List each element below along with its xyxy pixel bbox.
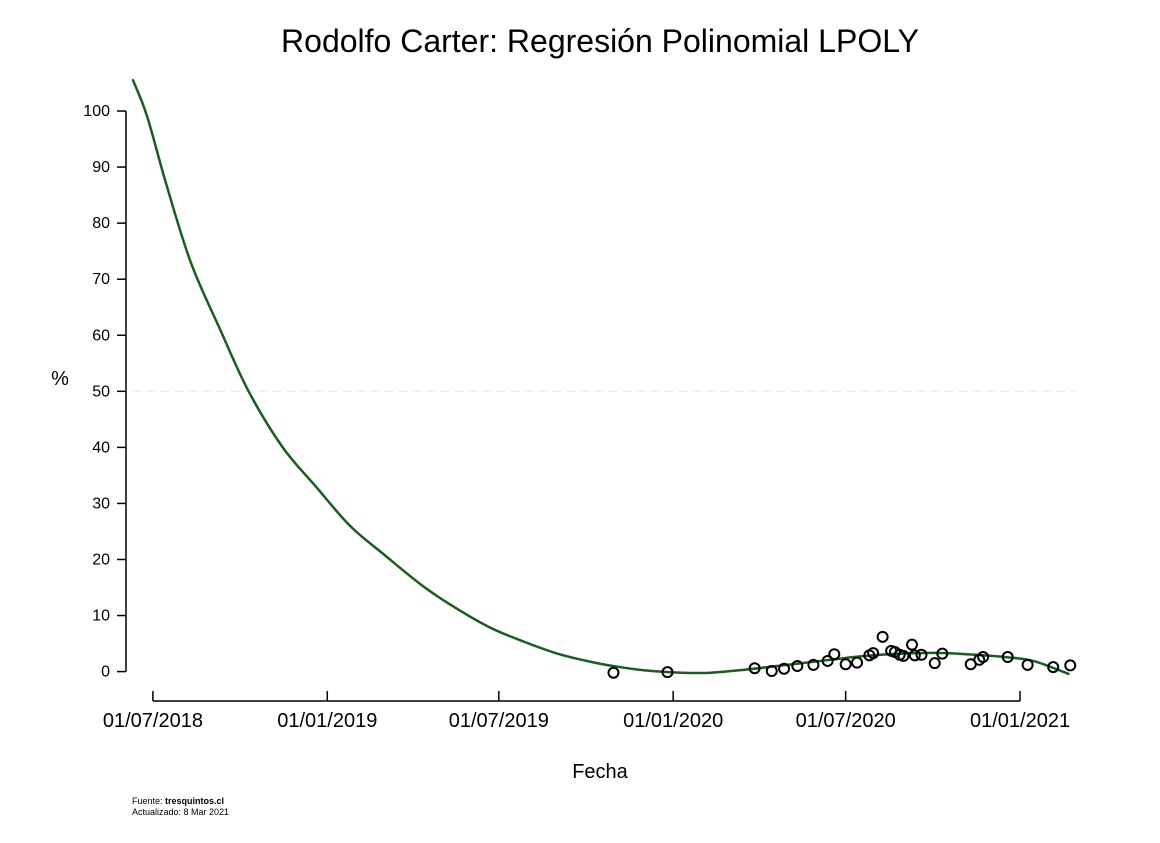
y-tick-label: 30 bbox=[92, 495, 110, 512]
data-point bbox=[821, 654, 834, 667]
x-axis-label: Fecha bbox=[572, 761, 628, 783]
data-point bbox=[897, 649, 910, 662]
data-point bbox=[977, 651, 990, 664]
data-point bbox=[876, 630, 889, 643]
x-tick-label: 01/07/2019 bbox=[449, 710, 549, 732]
x-tick-label: 01/01/2021 bbox=[970, 710, 1070, 732]
chart-title: Rodolfo Carter: Regresión Polinomial LPO… bbox=[281, 23, 919, 59]
y-axis: 0 10 20 30 40 50 60 70 80 90 100 bbox=[83, 103, 127, 681]
data-point bbox=[1064, 659, 1077, 672]
y-tick-label: 40 bbox=[92, 439, 110, 456]
data-point bbox=[1047, 661, 1060, 674]
y-tick-label: 20 bbox=[92, 551, 110, 568]
y-tick-label: 0 bbox=[101, 664, 110, 681]
x-tick-label: 01/01/2019 bbox=[277, 710, 377, 732]
y-axis-label: % bbox=[51, 368, 69, 390]
source-label: Fuente: bbox=[132, 796, 166, 806]
fit-line-layer bbox=[131, 78, 1070, 676]
data-point bbox=[778, 662, 791, 675]
data-point bbox=[928, 657, 941, 670]
data-point bbox=[748, 662, 761, 675]
x-axis: 01/07/2018 01/01/2019 01/07/2019 01/01/2020… bbox=[103, 691, 1070, 732]
data-point bbox=[867, 647, 880, 660]
data-point bbox=[905, 638, 918, 651]
x-tick-label: 01/01/2020 bbox=[623, 710, 723, 732]
footer: Fuente: tresquintos.cl Actualizado: 8 Ma… bbox=[132, 796, 229, 818]
data-point bbox=[915, 648, 928, 661]
y-tick-label: 50 bbox=[92, 383, 110, 400]
data-point bbox=[908, 649, 921, 662]
data-point bbox=[791, 659, 804, 672]
data-point bbox=[828, 648, 841, 661]
data-point bbox=[1021, 658, 1034, 671]
points-layer bbox=[607, 630, 1077, 679]
x-tick-label: 01/07/2018 bbox=[103, 710, 203, 732]
data-point bbox=[839, 658, 852, 671]
y-tick-label: 60 bbox=[92, 327, 110, 344]
data-point bbox=[1001, 651, 1014, 664]
data-point bbox=[936, 647, 949, 660]
updated-note: Actualizado: 8 Mar 2021 bbox=[132, 807, 230, 817]
data-point bbox=[607, 666, 620, 679]
y-tick-label: 10 bbox=[92, 608, 110, 625]
data-point bbox=[807, 658, 820, 671]
source-note: Fuente: tresquintos.cl bbox=[132, 796, 229, 807]
y-tick-label: 70 bbox=[92, 271, 110, 288]
data-point bbox=[765, 665, 778, 678]
source-value: tresquintos.cl bbox=[165, 796, 225, 806]
fit-line bbox=[131, 78, 1070, 676]
y-tick-label: 90 bbox=[92, 159, 110, 176]
y-tick-label: 100 bbox=[83, 103, 110, 120]
data-point bbox=[661, 666, 674, 679]
data-point bbox=[851, 656, 864, 669]
x-tick-label: 01/07/2020 bbox=[796, 710, 896, 732]
y-tick-label: 80 bbox=[92, 215, 110, 232]
